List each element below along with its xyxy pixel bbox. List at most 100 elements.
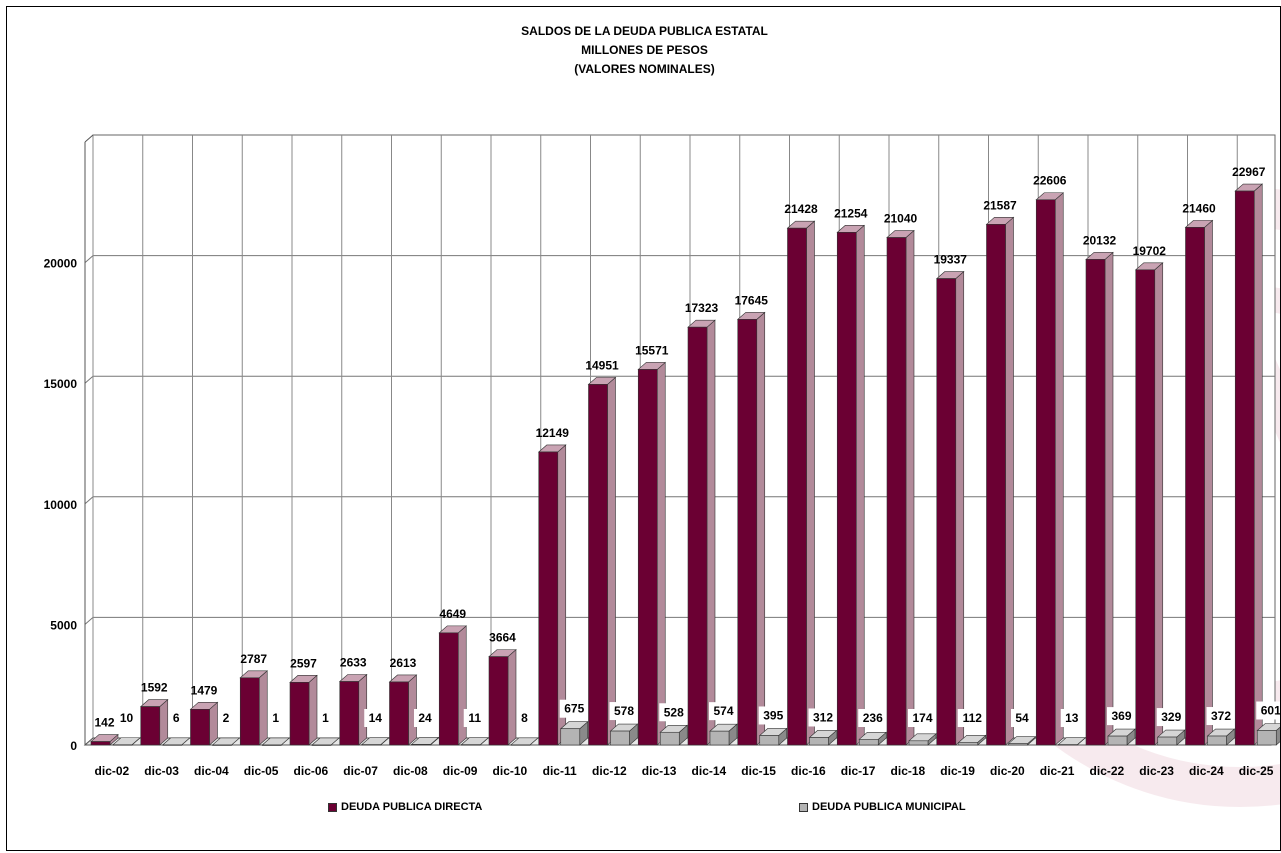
bar-directa-side — [1154, 262, 1164, 746]
bar-directa — [737, 319, 758, 746]
bar-municipal — [1207, 735, 1227, 746]
bar-directa-side — [159, 698, 169, 746]
x-tick-label: dic-18 — [891, 764, 926, 778]
data-label-municipal: 6 — [173, 711, 180, 725]
chart-title: SALDOS DE LA DEUDA PUBLICA ESTATAL — [521, 24, 768, 38]
bar-directa-side — [507, 648, 517, 746]
data-label-municipal: 14 — [369, 711, 383, 725]
data-label-municipal: 574 — [713, 704, 733, 718]
data-label-directa: 2613 — [390, 656, 417, 670]
bar-directa — [190, 709, 210, 746]
bar-municipal — [1107, 735, 1128, 746]
x-tick-label: dic-05 — [244, 764, 279, 778]
x-tick-label: dic-22 — [1090, 764, 1125, 778]
x-tick-label: dic-24 — [1189, 764, 1224, 778]
data-label-directa: 12149 — [536, 426, 570, 440]
data-label-municipal-box — [758, 706, 788, 725]
bar-directa — [986, 224, 1006, 746]
bar-directa — [1234, 190, 1255, 746]
x-tick-label: dic-06 — [294, 764, 329, 778]
x-tick-label: dic-08 — [393, 764, 428, 778]
bar-directa — [438, 632, 459, 746]
bar-directa — [339, 681, 360, 746]
bar-municipal — [610, 730, 630, 746]
data-label-directa: 4649 — [439, 607, 466, 621]
bar-directa — [1085, 259, 1106, 746]
data-label-municipal: 395 — [763, 708, 783, 722]
bar-directa — [687, 326, 708, 746]
data-label-directa: 17323 — [685, 301, 719, 315]
bar-directa-side — [905, 229, 915, 746]
data-label-directa: 21587 — [983, 198, 1017, 212]
x-tick-label: dic-17 — [841, 764, 876, 778]
gridline-side — [84, 255, 94, 263]
y-tick-label: 20000 — [44, 257, 78, 271]
data-label-municipal: 601 — [1261, 704, 1281, 718]
bar-directa — [389, 681, 409, 746]
x-tick-label: dic-07 — [343, 764, 378, 778]
data-label-municipal-box — [908, 709, 937, 727]
data-label-municipal: 10 — [120, 711, 134, 725]
data-label-municipal: 528 — [664, 705, 684, 719]
bar-directa-side — [955, 270, 965, 746]
bar-directa-side — [1204, 219, 1213, 746]
data-label-municipal-box — [463, 709, 486, 727]
data-label-municipal: 13 — [1065, 711, 1079, 725]
data-label-municipal-box — [1156, 708, 1186, 727]
data-label-municipal-box — [517, 709, 532, 727]
bar-directa — [886, 237, 907, 746]
data-label-municipal: 11 — [468, 711, 481, 725]
bar-directa-side — [656, 361, 666, 746]
data-label-directa: 2597 — [290, 656, 317, 670]
bar-directa-side — [1104, 251, 1114, 746]
data-label-municipal: 174 — [912, 711, 932, 725]
bar-municipal — [1008, 743, 1028, 746]
bar-directa — [488, 656, 509, 746]
data-label-municipal-box — [115, 709, 138, 727]
data-label-municipal-box — [268, 709, 284, 727]
data-label-municipal-box — [168, 709, 184, 727]
data-label-municipal-box — [218, 709, 234, 727]
data-label-directa: 22606 — [1033, 174, 1067, 188]
x-tick-label: dic-04 — [194, 764, 229, 778]
legend-swatch-municipal — [799, 802, 808, 812]
x-tick-label: dic-14 — [692, 764, 727, 778]
y-tick-label: 15000 — [44, 377, 78, 391]
bar-directa-side — [806, 220, 815, 746]
bar-directa-side — [756, 311, 766, 746]
bar-municipal — [858, 739, 879, 746]
y-tick-label: 0 — [70, 739, 77, 753]
bar-municipal — [560, 728, 581, 746]
data-label-directa: 21460 — [1182, 201, 1216, 215]
bar-directa-side — [1253, 183, 1263, 746]
data-label-directa: 22967 — [1232, 165, 1266, 179]
data-label-municipal-box — [414, 709, 436, 727]
data-label-municipal: 369 — [1111, 709, 1131, 723]
bar-directa — [936, 278, 957, 746]
bar-municipal — [361, 744, 382, 746]
y-axis-top-edge — [84, 134, 94, 143]
x-tick-label: dic-16 — [791, 764, 826, 778]
x-tick-label: dic-12 — [592, 764, 627, 778]
legend-label-directa: DEUDA PUBLICA DIRECTA — [341, 801, 483, 813]
legend-item-directa: DEUDA PUBLICA DIRECTA — [328, 801, 482, 813]
data-label-municipal: 8 — [521, 711, 528, 725]
bar-directa — [1185, 227, 1205, 746]
x-tick-label: dic-23 — [1139, 764, 1174, 778]
data-label-municipal-box — [318, 709, 333, 727]
bar-municipal — [510, 744, 531, 746]
x-tick-label: dic-20 — [990, 764, 1025, 778]
bar-municipal — [759, 735, 780, 746]
gridline-side — [84, 617, 94, 625]
bar-directa — [239, 677, 260, 746]
plot-back-wall — [92, 134, 1276, 739]
data-label-municipal: 312 — [813, 710, 833, 724]
bar-municipal — [1157, 736, 1178, 746]
bar-directa-side — [457, 625, 467, 746]
data-label-municipal: 329 — [1161, 710, 1181, 724]
bar-directa — [1135, 269, 1156, 746]
x-tick-label: dic-15 — [741, 764, 776, 778]
data-label-municipal-box — [709, 702, 738, 721]
bar-municipal — [162, 744, 183, 746]
data-label-municipal: 112 — [963, 711, 983, 725]
